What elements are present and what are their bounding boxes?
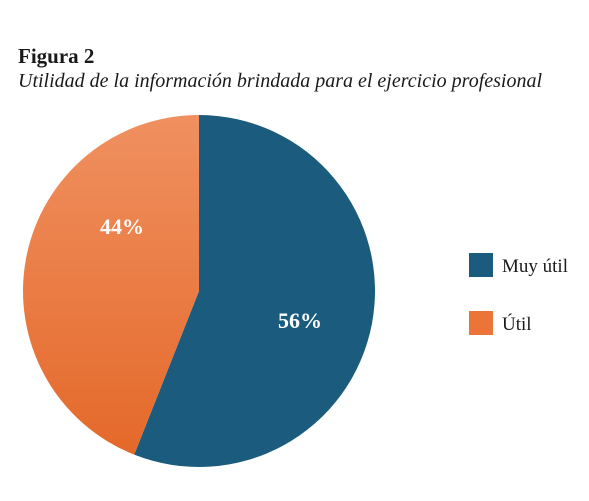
pie-slice-muy-util xyxy=(134,115,375,467)
legend-label: Útil xyxy=(502,313,532,335)
figure-label: Figura 2 xyxy=(18,44,95,68)
legend-label: Muy útil xyxy=(502,256,568,277)
legend-swatch xyxy=(469,253,493,277)
slice-data-label: 56% xyxy=(278,308,322,333)
figure-caption: Utilidad de la información brindada para… xyxy=(18,70,543,92)
slice-data-label: 44% xyxy=(100,214,144,239)
pie-slice-util xyxy=(22,115,200,455)
legend-swatch xyxy=(469,311,493,335)
